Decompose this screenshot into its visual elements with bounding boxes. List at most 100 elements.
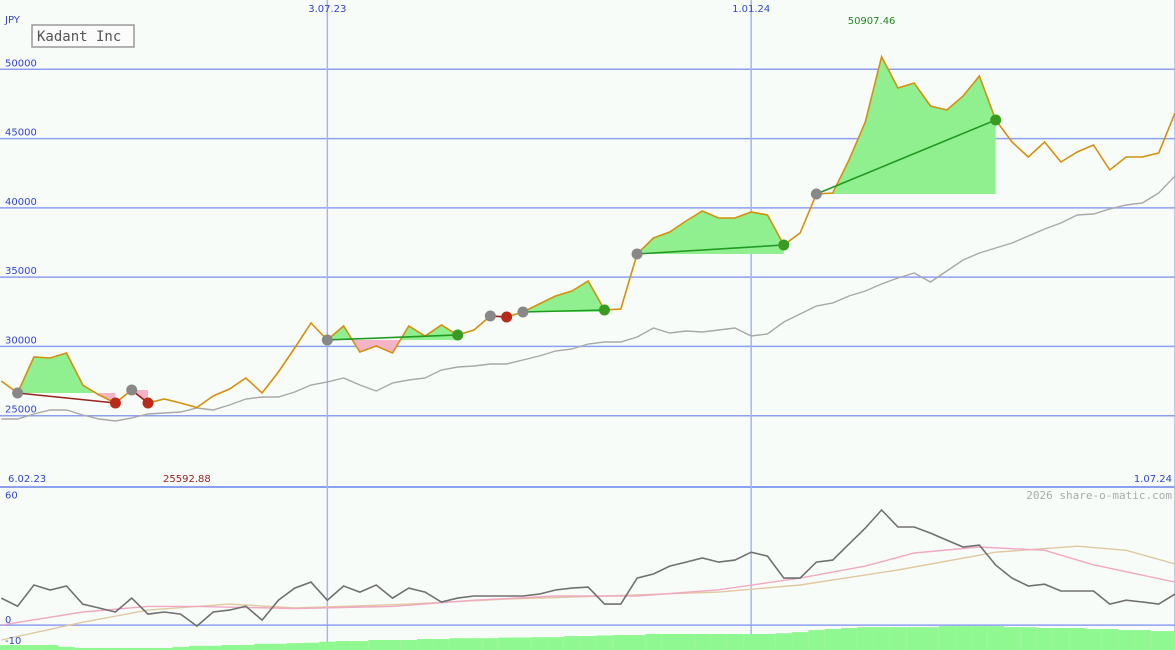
volume-bar <box>237 645 255 650</box>
marks <box>12 114 1002 409</box>
volume-bar <box>759 634 776 650</box>
volume-bar <box>254 643 271 650</box>
volume-bar <box>123 647 141 650</box>
volume-bar <box>938 626 956 650</box>
y-unit: JPY <box>4 15 21 26</box>
volume-bar <box>873 627 890 650</box>
title-box <box>31 24 135 48</box>
volume-bar <box>1020 627 1037 650</box>
volume-bar <box>580 636 597 650</box>
volume-bar <box>971 626 988 650</box>
y-tick-label: 50000 <box>5 58 37 69</box>
exit-marker <box>452 329 464 341</box>
series-line <box>1 545 1175 641</box>
entry-marker <box>321 334 333 346</box>
volume-bar <box>433 638 450 650</box>
volume-bar <box>303 642 320 650</box>
volume-bar <box>400 640 418 650</box>
trade-loss-area <box>816 193 996 194</box>
volume-bar <box>1069 627 1086 650</box>
x-tick-label: 6.02.23 <box>8 474 46 485</box>
x-tick-label: 3.07.23 <box>308 4 346 15</box>
max-label: 50907.46 <box>848 16 896 27</box>
volume-bar <box>498 637 515 650</box>
min-label: 25592.88 <box>163 474 211 485</box>
series-line <box>0 54 1175 409</box>
y-tick-label: 30000 <box>5 335 37 346</box>
trade-line <box>816 119 996 195</box>
volume-bar <box>335 641 352 650</box>
trade-fills <box>17 56 996 403</box>
x-tick-label: 1.07.24 <box>1134 474 1172 485</box>
trade-line <box>327 334 458 341</box>
volume-bar <box>482 638 499 650</box>
volume-bar <box>710 634 727 650</box>
exit-marker <box>142 397 154 409</box>
trade-gain-area <box>816 56 996 194</box>
series-line <box>1 546 1175 626</box>
volume-bar <box>694 634 711 650</box>
entry-marker <box>517 306 529 318</box>
trade-loss-area <box>327 339 458 353</box>
entry-marker <box>631 248 643 260</box>
volume-bar <box>775 633 793 650</box>
volume-bar <box>1101 629 1119 650</box>
volume-bar <box>922 627 939 650</box>
volume-bar <box>0 645 10 650</box>
entry-marker <box>126 384 138 396</box>
volume-bar <box>221 645 238 650</box>
volume-bar <box>661 634 678 650</box>
volume-bar <box>1003 627 1021 650</box>
trade-line <box>637 244 784 255</box>
exit-marker <box>598 304 610 316</box>
volume-bar <box>596 635 613 650</box>
volume-bar <box>726 634 744 650</box>
volume-bar <box>1052 627 1070 650</box>
volume-bar <box>514 637 532 650</box>
volume-bar <box>808 630 825 650</box>
volume-bar <box>531 637 548 650</box>
volume-bar <box>563 636 581 650</box>
volume-bar <box>9 645 26 650</box>
volume-bar <box>1118 630 1135 650</box>
volume-bar <box>466 638 483 650</box>
volume-bar <box>677 634 695 650</box>
volume-bar <box>270 643 287 650</box>
volume-bar <box>140 647 157 650</box>
volume-bar <box>987 626 1004 650</box>
trade-line <box>17 392 116 404</box>
volume-bar <box>384 640 401 650</box>
y-tick-label: 40000 <box>5 197 37 208</box>
trade-gain-area <box>637 211 784 254</box>
exit-marker <box>990 114 1002 126</box>
volume-bar <box>58 646 75 650</box>
volume-bar <box>645 634 662 650</box>
trade-loss-area <box>17 392 116 403</box>
trade-loss-area <box>637 253 784 254</box>
series-line <box>0 508 1175 628</box>
x-tick-label: 1.01.24 <box>732 4 770 15</box>
volume-bar <box>449 638 467 650</box>
volume-bar <box>286 643 304 650</box>
volume-bar <box>205 645 222 650</box>
volume-bar <box>1167 631 1175 650</box>
entry-marker <box>810 188 822 200</box>
volume-bar <box>547 637 564 650</box>
volume-bar <box>25 645 43 650</box>
volume-bar <box>1134 630 1151 650</box>
volume-bar <box>74 647 92 650</box>
lines <box>0 54 1175 641</box>
volume-bar <box>1085 629 1102 650</box>
y-tick-label: 0 <box>5 615 11 626</box>
volume-bar <box>840 627 858 650</box>
watermark: 2026 share-o-matic.com <box>1026 489 1172 502</box>
volume-bar <box>824 629 841 650</box>
volume-bar <box>172 646 189 650</box>
volume-bar <box>319 641 336 650</box>
volume-bar <box>743 634 760 650</box>
volume-bar <box>188 645 206 650</box>
volume-bar <box>792 632 809 650</box>
volume-bar <box>351 641 369 650</box>
y-tick-label: -10 <box>5 636 21 647</box>
